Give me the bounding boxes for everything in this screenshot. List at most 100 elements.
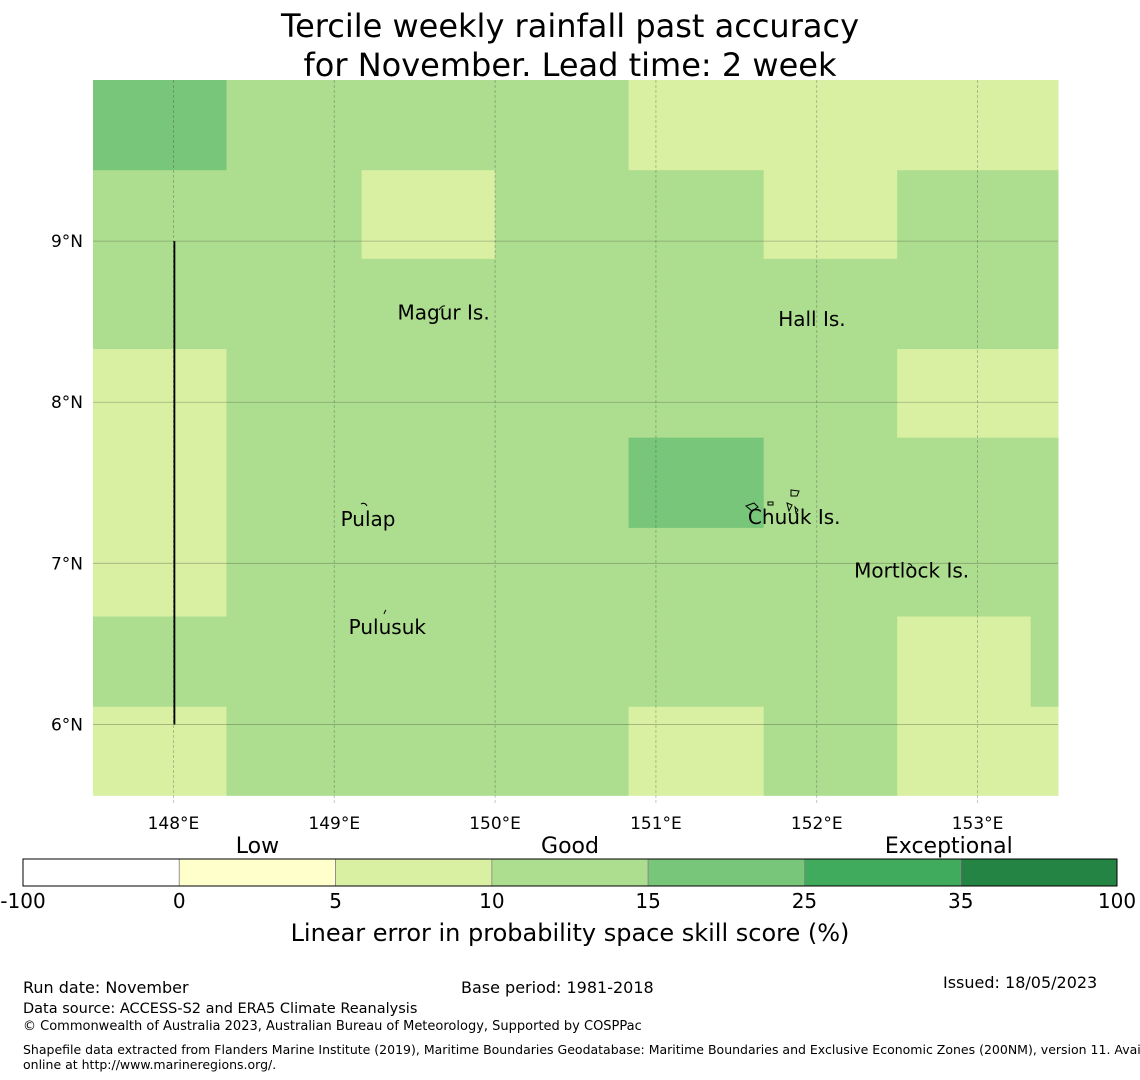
grid-cell <box>897 437 1032 529</box>
grid-cell <box>763 170 898 260</box>
colorbar-tick-label: 15 <box>635 889 660 913</box>
map-title-line-2: for November. Lead time: 2 week <box>303 46 837 84</box>
grid-cell <box>763 527 898 617</box>
grid-cell <box>495 80 630 171</box>
base-period: Base period: 1981-2018 <box>461 978 654 997</box>
grid-cell <box>361 170 496 260</box>
place-label: Mortlock Is. <box>854 558 969 582</box>
map-figure: Magur Is. Hall Is. Pulap Chuuk Is. Mortlock … <box>0 80 1136 947</box>
longitude-tick-label: 149°E <box>308 814 360 834</box>
grid-cell <box>361 616 496 708</box>
colorbar-tick-label: -100 <box>0 889 45 913</box>
grid-cell <box>361 258 496 350</box>
colorbar-segment <box>960 858 1118 887</box>
grid-cell <box>628 616 765 708</box>
grid-cell <box>495 258 630 350</box>
colorbar-segment <box>804 858 962 887</box>
colorbar-segment <box>647 858 805 887</box>
grid-cell <box>93 170 227 260</box>
grid-cell <box>1030 80 1059 171</box>
grid-cell <box>495 170 630 260</box>
pulusuk-island-outline <box>383 609 387 615</box>
grid-cell <box>361 437 496 529</box>
pulap-island-outline <box>360 502 368 507</box>
data-source: Data source: ACCESS-S2 and ERA5 Climate … <box>23 1001 418 1017</box>
place-label: Hall Is. <box>778 307 845 331</box>
colorbar-category-label: Exceptional <box>885 834 1013 859</box>
latitude-tick-label: 9°N <box>51 232 83 252</box>
grid-cell <box>226 706 363 796</box>
grid-cell <box>1030 349 1059 439</box>
grid-cell <box>628 170 765 260</box>
grid-cell <box>897 616 1032 708</box>
colorbar-tick-label: 5 <box>329 889 342 913</box>
grid-cell <box>226 437 363 529</box>
grid-cell <box>93 706 227 796</box>
grid-cell <box>763 258 898 350</box>
latitude-tick-label: 6°N <box>51 715 83 735</box>
grid-cell <box>1030 170 1059 260</box>
map-title-line-1: Tercile weekly rainfall past accuracy <box>280 7 859 45</box>
grid-cell <box>897 706 1032 796</box>
shapefile-credit-line-1: Shapefile data extracted from Flanders M… <box>23 1042 1140 1057</box>
grid-cell <box>1030 706 1059 796</box>
colorbar-category-label: Good <box>541 834 599 859</box>
copyright: © Commonwealth of Australia 2023, Austra… <box>23 1019 642 1034</box>
colorbar-category-label: Low <box>236 834 279 859</box>
place-label: Pulap <box>341 507 396 531</box>
place-label: Chuuk Is. <box>748 505 841 529</box>
latitude-tick-label: 8°N <box>51 393 83 413</box>
grid-cell <box>628 437 765 529</box>
colorbar-segment <box>178 858 336 887</box>
grid-cell <box>897 527 1032 617</box>
grid-cell <box>897 258 1032 350</box>
grid-cell <box>495 706 630 796</box>
longitude-tick-label: 151°E <box>630 814 682 834</box>
grid-cell <box>897 80 1032 171</box>
grid-cell <box>93 80 227 171</box>
grid-cell <box>1030 437 1059 529</box>
place-label: Magur Is. <box>398 301 490 325</box>
place-label: Pulusuk <box>349 615 427 639</box>
grid-cell <box>897 170 1032 260</box>
latitude-tick-label: 7°N <box>51 554 83 574</box>
mortlock-island-outline <box>907 563 913 567</box>
grid-cell <box>495 437 630 529</box>
grid-cell <box>93 616 227 708</box>
skill-grid <box>93 80 1059 796</box>
grid-cell <box>763 437 898 529</box>
grid-cell <box>495 527 630 617</box>
latitude-ticks: 9°N 8°N 7°N 6°N <box>51 232 83 735</box>
grid-cell <box>495 616 630 708</box>
grid-cell <box>93 437 227 529</box>
grid-cell <box>226 80 363 171</box>
grid-cell <box>361 80 496 171</box>
longitude-tick-label: 148°E <box>148 814 200 834</box>
colorbar: -100 0 5 10 15 25 35 100 Low Good Exceptional <box>0 834 1136 913</box>
grid-cell <box>628 527 765 617</box>
colorbar-segment <box>22 858 180 887</box>
grid-cell <box>628 258 765 350</box>
graticule <box>93 80 1058 805</box>
grid-cell <box>93 527 227 617</box>
grid-cell <box>226 258 363 350</box>
grid-cell <box>495 349 630 439</box>
grid-cell <box>361 706 496 796</box>
grid-cell <box>1030 616 1059 708</box>
grid-cell <box>361 349 496 439</box>
place-labels: Magur Is. Hall Is. Pulap Chuuk Is. Mortlock … <box>341 301 970 639</box>
grid-cell <box>226 527 363 617</box>
grid-cell <box>226 170 363 260</box>
issued-date: Issued: 18/05/2023 <box>943 973 1098 992</box>
run-date: Run date: November <box>23 978 189 997</box>
longitude-tick-label: 152°E <box>791 814 843 834</box>
longitude-ticks: 148°E 149°E 150°E 151°E 152°E 153°E <box>148 814 1004 834</box>
grid-cell <box>628 80 765 171</box>
magur-island-outline <box>438 305 446 311</box>
grid-cell <box>763 80 898 171</box>
colorbar-tick-label: 100 <box>1098 889 1136 913</box>
grid-cell <box>93 349 227 439</box>
colorbar-segment <box>491 858 649 887</box>
grid-cell <box>1030 527 1059 617</box>
colorbar-frame <box>22 858 1118 887</box>
